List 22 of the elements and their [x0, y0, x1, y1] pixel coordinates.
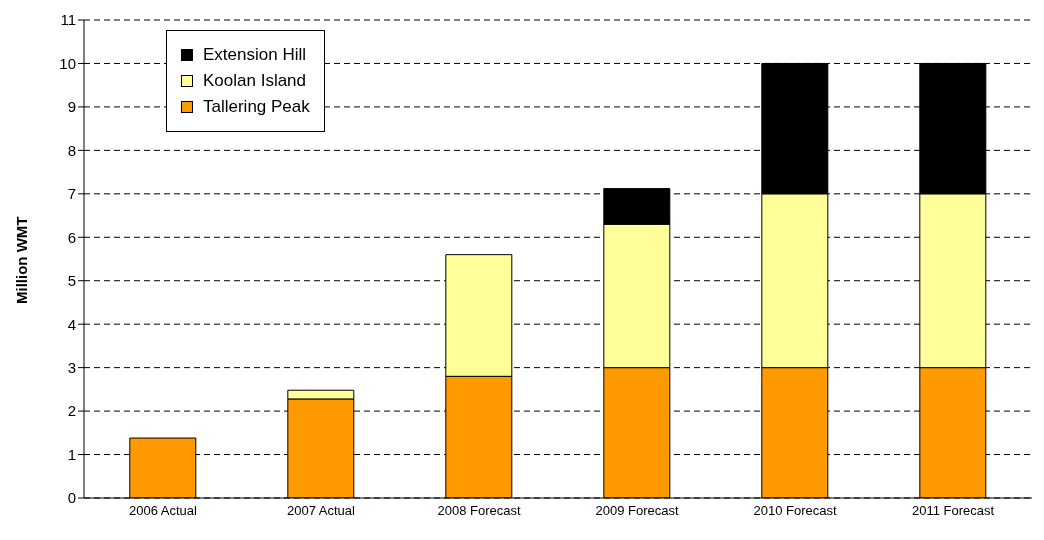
y-tick-label: 9 [67, 98, 76, 116]
y-tick-label: 11 [60, 11, 76, 29]
y-tick-label: 7 [67, 185, 76, 203]
y-axis-title: Million WMT [13, 216, 31, 304]
x-tick-label: 2008 Forecast [437, 503, 521, 519]
y-tick-label: 5 [67, 272, 76, 290]
y-tick-label: 4 [67, 315, 76, 333]
x-tick-label: 2007 Actual [287, 503, 356, 519]
y-tick-label: 6 [67, 228, 76, 246]
x-tick-label: 2011 Forecast [911, 503, 995, 519]
y-tick-label: 8 [67, 141, 76, 159]
y-tick-label: 10 [59, 54, 76, 72]
y-tick-label: 2 [67, 402, 76, 420]
legend-label: Koolan Island [203, 71, 307, 91]
y-tick-label: 0 [67, 489, 76, 507]
legend-label: Tallering Peak [203, 97, 310, 117]
x-tick-label: 2006 Actual [129, 503, 198, 519]
x-tick-label: 2009 Forecast [595, 503, 679, 519]
y-tick-label: 3 [67, 358, 76, 376]
legend-label: Extension Hill [203, 45, 306, 65]
y-tick-label: 1 [67, 445, 76, 463]
x-tick-label: 2010 Forecast [753, 503, 837, 519]
